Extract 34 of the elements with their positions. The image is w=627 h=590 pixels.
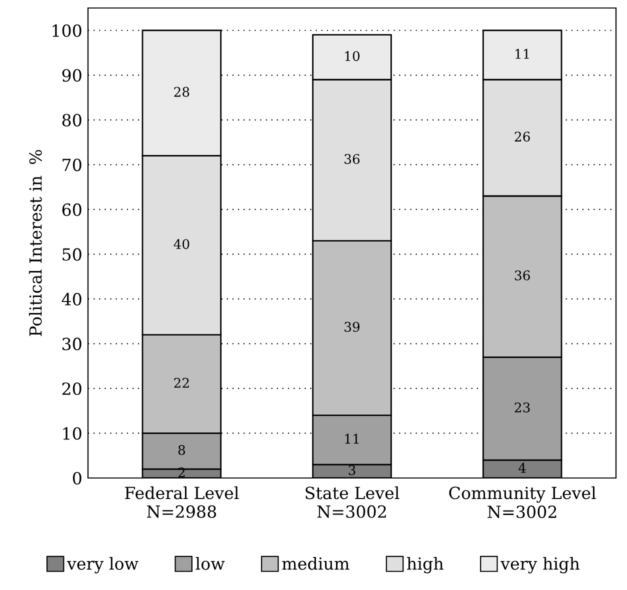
legend-label: very high [500, 556, 580, 574]
data-label: 36 [514, 270, 530, 280]
y-tick-label: 90 [62, 69, 82, 82]
data-label: 3 [348, 465, 356, 476]
data-label: 23 [514, 402, 530, 412]
data-label: 4 [518, 462, 526, 473]
y-tick-label: 60 [62, 203, 82, 216]
legend-label: very low [66, 556, 138, 574]
legend-label: high [407, 556, 444, 574]
legend-label: medium [282, 556, 350, 570]
y-tick-label: 50 [62, 248, 82, 261]
data-label: 8 [178, 444, 185, 455]
data-label: 11 [345, 434, 359, 444]
data-label: 11 [516, 48, 529, 59]
data-label: 40 [174, 239, 190, 250]
data-label: 22 [174, 378, 189, 388]
x-tick-label: Community Level N=3002 [449, 486, 596, 518]
y-tick-label: 0 [72, 472, 82, 485]
x-tick-label: Federal Level N=2988 [125, 486, 239, 518]
y-tick-label: 80 [62, 114, 82, 126]
y-tick-label: 40 [62, 292, 82, 306]
y-tick-label: 10 [63, 427, 82, 440]
y-axis-title: Political Interest in % [28, 150, 42, 336]
data-label: 39 [344, 322, 360, 332]
y-tick-label: 30 [62, 338, 82, 350]
x-tick-label: State Level N=3002 [306, 486, 400, 518]
y-tick-label: 100 [52, 24, 82, 37]
y-tick-label: 70 [62, 158, 82, 172]
data-label: 36 [344, 154, 360, 164]
y-tick-label: 20 [62, 382, 82, 396]
legend-label: low [196, 556, 225, 570]
data-label: 28 [174, 86, 190, 97]
data-label: 26 [514, 132, 530, 142]
data-label: 10 [345, 51, 360, 62]
